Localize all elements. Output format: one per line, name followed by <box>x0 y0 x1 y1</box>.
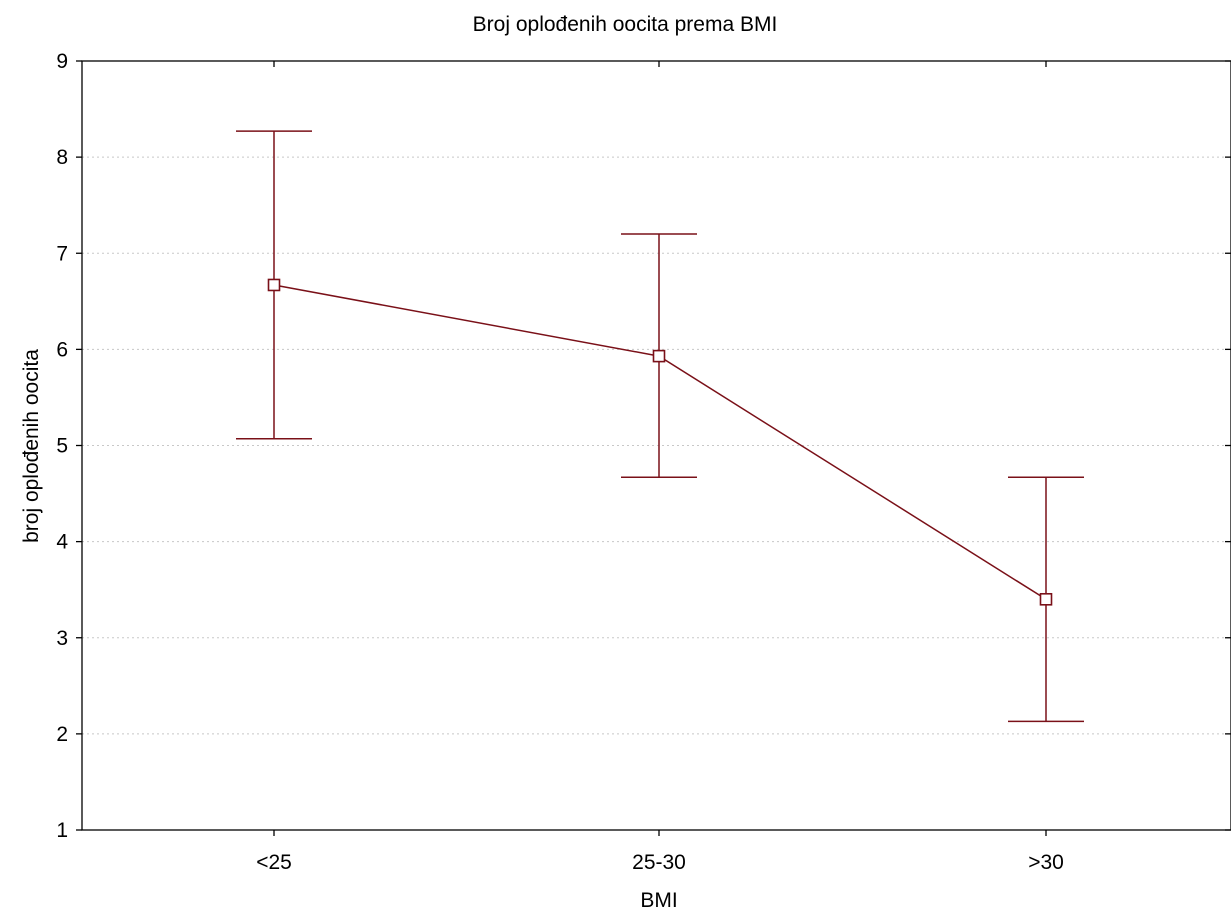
data-point-marker <box>1039 592 1053 606</box>
y-tick-label: 2 <box>56 723 68 746</box>
series-layer <box>236 130 1084 723</box>
y-tick-label: 1 <box>56 819 68 842</box>
data-point-marker <box>267 278 281 292</box>
x-axis: <25 25-30 >30 <box>256 61 1064 874</box>
y-tick-label: 6 <box>56 338 68 361</box>
x-tick-label: 25-30 <box>632 851 686 874</box>
y-tick-label: 9 <box>56 50 68 73</box>
y-axis-label: broj oplođenih oocita <box>20 349 43 543</box>
x-tick-label: <25 <box>256 851 292 874</box>
x-axis-label: BMI <box>640 889 677 912</box>
series-line <box>273 284 1047 600</box>
y-tick-label: 5 <box>56 435 68 458</box>
x-tick-label: >30 <box>1028 851 1064 874</box>
y-tick-label: 8 <box>56 146 68 169</box>
y-tick-label: 3 <box>56 627 68 650</box>
y-tick-label: 7 <box>56 242 68 265</box>
chart-title: Broj oplođenih oocita prema BMI <box>473 13 778 36</box>
grid <box>82 156 1231 735</box>
data-point-marker <box>652 349 666 363</box>
y-axis: 1 2 3 4 5 6 7 8 9 <box>56 50 1231 842</box>
y-tick-label: 4 <box>56 531 68 554</box>
